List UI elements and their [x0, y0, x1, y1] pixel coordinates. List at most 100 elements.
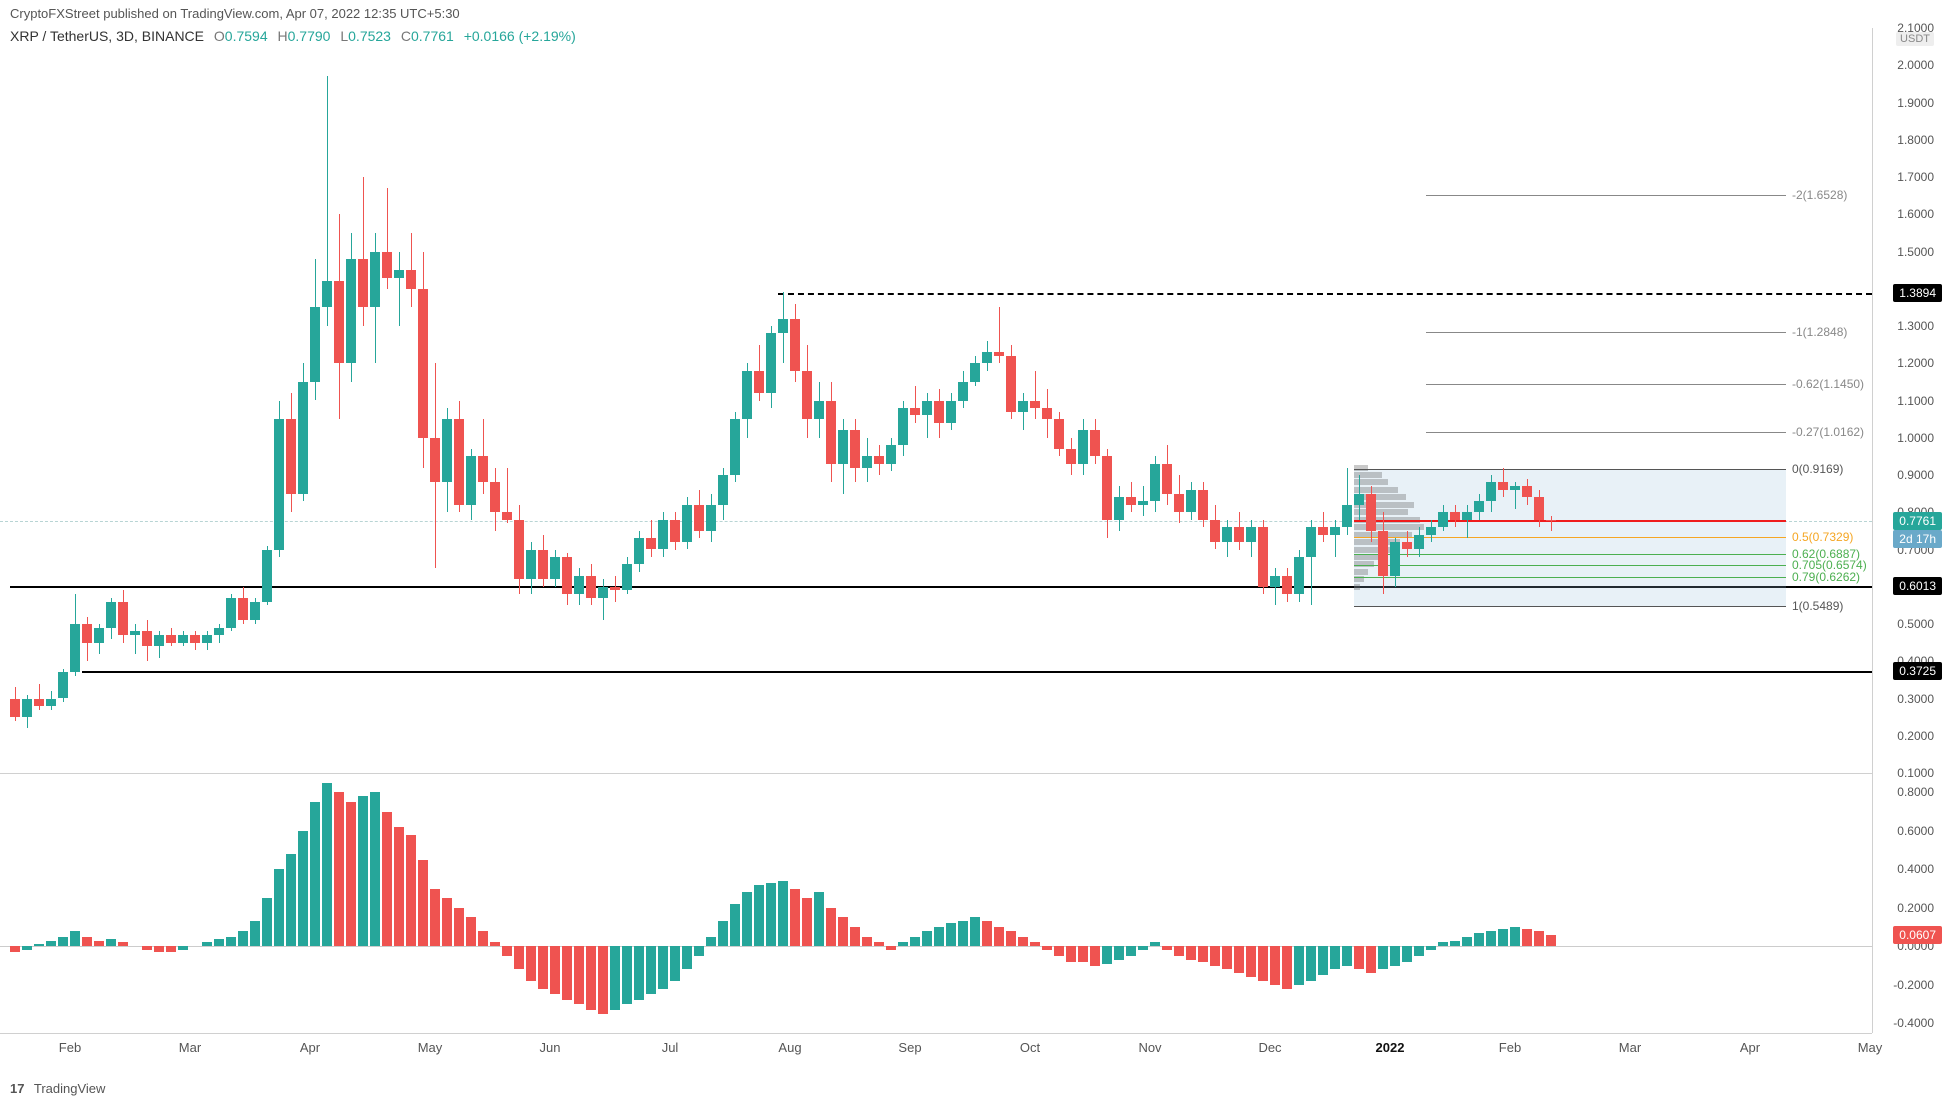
- candle-body: [1510, 486, 1520, 490]
- candle-body: [970, 363, 980, 382]
- fib-level-label: 0.5(0.7329): [1792, 530, 1853, 544]
- price-chart[interactable]: -2(1.6528)-1(1.2848)-0.62(1.1450)-0.27(1…: [0, 28, 1872, 773]
- histogram-bar: [610, 946, 620, 1010]
- histogram-bar: [394, 827, 404, 946]
- histogram-bar: [322, 783, 332, 947]
- fib-level-label: 1(0.5489): [1792, 599, 1843, 613]
- candle-body: [1498, 482, 1508, 489]
- histogram-bar: [1378, 946, 1388, 969]
- indicator-axis[interactable]: -0.4000-0.20000.00000.20000.40000.60000.…: [1872, 773, 1942, 1033]
- candle-body: [70, 624, 80, 672]
- time-axis[interactable]: FebMarAprMayJunJulAugSepOctNovDec2022Feb…: [0, 1033, 1872, 1067]
- price-level-badge: 0.3725: [1893, 662, 1942, 680]
- level-line[interactable]: [778, 293, 1872, 295]
- candle-body: [154, 635, 164, 646]
- candle-body: [1102, 456, 1112, 519]
- indicator-tick: 0.2000: [1897, 901, 1934, 915]
- histogram-bar: [334, 792, 344, 946]
- price-tick: 2.0000: [1897, 58, 1934, 72]
- fib-level-line[interactable]: [1426, 195, 1786, 196]
- histogram-bar: [214, 939, 224, 947]
- range-mid-line[interactable]: [1354, 520, 1786, 522]
- candle-body: [502, 512, 512, 519]
- histogram-bar: [934, 927, 944, 946]
- histogram-bar: [598, 946, 608, 1013]
- histogram-bar: [958, 921, 968, 946]
- candle-body: [754, 371, 764, 393]
- price-axis[interactable]: USDT 0.10000.20000.30000.40000.50000.600…: [1872, 28, 1942, 773]
- candle-body: [1546, 520, 1556, 521]
- histogram-bar: [1282, 946, 1292, 988]
- time-tick: Apr: [300, 1040, 320, 1055]
- fib-level-line[interactable]: [1426, 332, 1786, 333]
- histogram-bar: [70, 931, 80, 946]
- histogram-bar: [1522, 929, 1532, 946]
- candle-body: [862, 456, 872, 467]
- histogram-bar: [982, 921, 992, 946]
- fib-level-line[interactable]: [1354, 565, 1786, 566]
- time-tick: 2022: [1376, 1040, 1405, 1055]
- candle-body: [910, 408, 920, 415]
- histogram-bar: [562, 946, 572, 1000]
- time-tick: Feb: [1499, 1040, 1521, 1055]
- fib-level-line[interactable]: [1426, 384, 1786, 385]
- candle-body: [682, 505, 692, 542]
- volume-profile-bar: [1354, 524, 1424, 530]
- candle-body: [1330, 527, 1340, 534]
- candle-body: [1258, 527, 1268, 587]
- histogram-bar: [694, 946, 704, 956]
- candle-body: [562, 557, 572, 594]
- candle-body: [874, 456, 884, 463]
- price-tick: 1.3000: [1897, 319, 1934, 333]
- histogram-bar: [706, 937, 716, 947]
- histogram-bar: [118, 942, 128, 946]
- candle-body: [1066, 449, 1076, 464]
- candle-body: [1222, 527, 1232, 542]
- histogram-bar: [634, 946, 644, 1000]
- indicator-tick: 0.8000: [1897, 785, 1934, 799]
- histogram-bar: [754, 885, 764, 947]
- candle-body: [838, 430, 848, 464]
- histogram-bar: [778, 881, 788, 946]
- candle-body: [1294, 557, 1304, 594]
- candle-body: [514, 520, 524, 580]
- fib-level-line[interactable]: [1426, 432, 1786, 433]
- candle-body: [298, 382, 308, 494]
- candle-body: [1162, 464, 1172, 494]
- candle-body: [58, 672, 68, 698]
- histogram-bar: [46, 941, 56, 947]
- time-tick: Aug: [778, 1040, 801, 1055]
- fib-level-label: -2(1.6528): [1792, 188, 1847, 202]
- histogram-bar: [274, 869, 284, 946]
- level-line[interactable]: [82, 671, 1872, 673]
- candle-body: [646, 538, 656, 549]
- histogram-bar: [298, 831, 308, 947]
- fib-level-line[interactable]: [1354, 577, 1786, 578]
- price-tick: 2.1000: [1897, 21, 1934, 35]
- histogram-bar: [1330, 946, 1340, 969]
- candle-body: [262, 550, 272, 602]
- fib-level-line[interactable]: [1354, 469, 1786, 470]
- candle-body: [1078, 430, 1088, 464]
- fib-level-label: 0(0.9169): [1792, 462, 1843, 476]
- brand-label: TradingView: [34, 1081, 106, 1096]
- fib-level-line[interactable]: [1354, 606, 1786, 607]
- histogram-bar: [658, 946, 668, 988]
- candle-body: [574, 576, 584, 595]
- indicator-tick: 0.4000: [1897, 862, 1934, 876]
- histogram-bar: [1510, 927, 1520, 946]
- histogram-bar: [742, 892, 752, 946]
- histogram-bar: [1102, 946, 1112, 963]
- histogram-bar: [1090, 946, 1100, 965]
- histogram-bar: [1438, 942, 1448, 946]
- fib-level-label: 0.79(0.6262): [1792, 570, 1860, 584]
- histogram-bar: [346, 802, 356, 946]
- countdown-badge: 2d 17h: [1893, 530, 1942, 548]
- time-tick: May: [418, 1040, 443, 1055]
- indicator-pane[interactable]: [0, 773, 1872, 1033]
- histogram-bar: [82, 937, 92, 947]
- tradingview-logo-icon: 17: [10, 1081, 24, 1096]
- candle-body: [1042, 408, 1052, 419]
- histogram-bar: [1006, 931, 1016, 946]
- volume-profile-bar: [1354, 509, 1408, 515]
